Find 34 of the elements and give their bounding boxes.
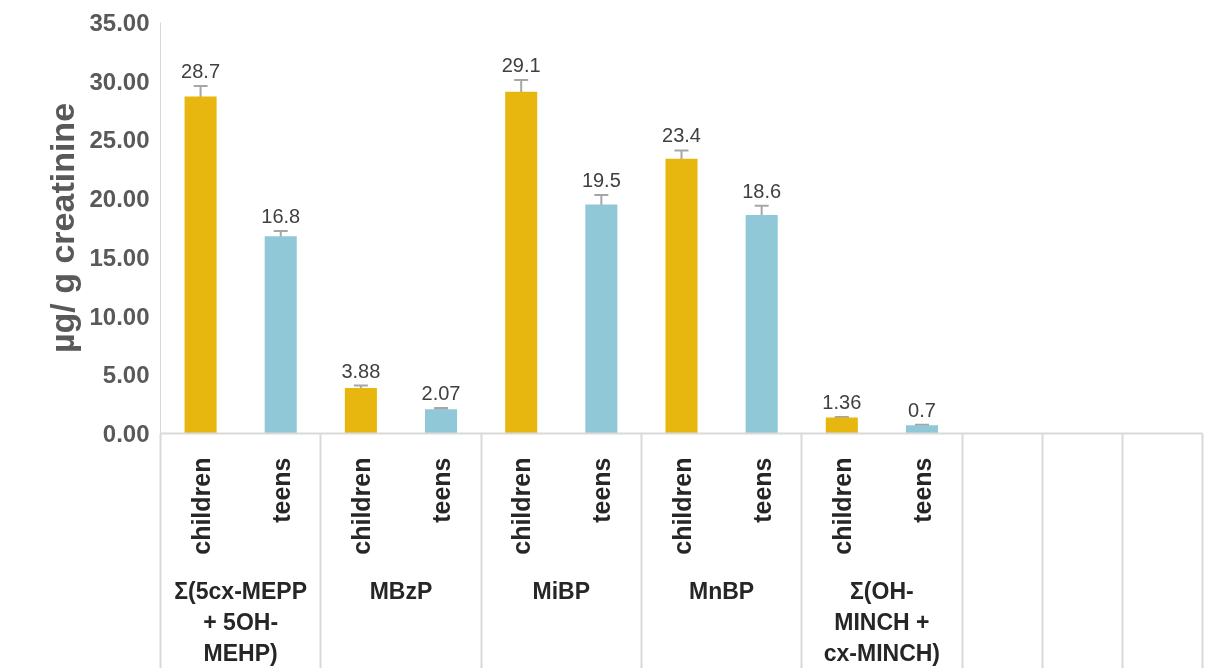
- text: Σ(OH- MINCH + cx-MINCH): [823, 577, 941, 666]
- x-tick-label: children: [186, 457, 215, 555]
- data-label: 28.7: [181, 59, 221, 82]
- data-label: 1.36: [822, 390, 862, 413]
- y-tick-label: 15.00: [89, 243, 150, 271]
- text: MnBP: [689, 577, 755, 604]
- data-label: 29.1: [501, 54, 541, 77]
- data-label: 23.4: [662, 124, 701, 147]
- x-tick-label: children: [827, 457, 856, 555]
- x-tick-label: teens: [907, 457, 936, 523]
- y-tick-label: 5.00: [102, 361, 150, 389]
- data-label: 2.07: [421, 382, 461, 405]
- data-label: 18.6: [742, 179, 782, 202]
- x-tick-label: teens: [427, 457, 456, 523]
- y-tick-label: 30.00: [89, 67, 150, 95]
- text: Σ(5cx-MEPP + 5OH- MEHP): [174, 577, 307, 666]
- data-label: 19.5: [581, 169, 621, 192]
- y-tick-label: 10.00: [89, 302, 150, 330]
- text: MBzP: [369, 577, 433, 604]
- x-tick-label: children: [346, 457, 375, 555]
- y-tick-label: 35.00: [89, 9, 150, 36]
- y-tick-label: 20.00: [89, 185, 150, 213]
- data-label: 16.8: [261, 204, 301, 227]
- x-tick-label: teens: [587, 457, 616, 523]
- data-label: 3.88: [341, 359, 381, 382]
- y-axis-title: µg/ g creatinine: [43, 102, 82, 354]
- y-tick-label: 0.00: [102, 420, 150, 447]
- x-tick-label: teens: [266, 457, 295, 523]
- data-label: 0.7: [908, 398, 936, 421]
- x-tick-label: teens: [747, 457, 776, 523]
- x-tick-label: children: [667, 457, 696, 555]
- text: MiBP: [532, 577, 591, 604]
- x-tick-label: children: [507, 457, 536, 555]
- y-tick-label: 25.00: [89, 126, 150, 154]
